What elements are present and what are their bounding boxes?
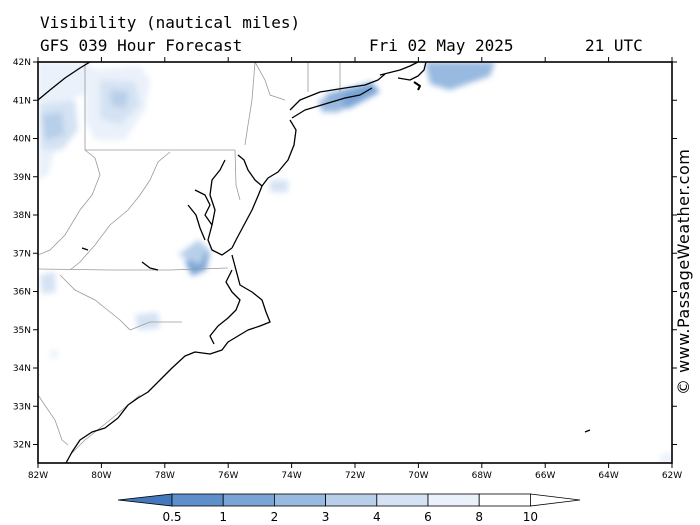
coastline: [38, 62, 591, 463]
legend-swatch: [273, 493, 326, 507]
lon-tick-label: 62W: [662, 471, 682, 481]
legend-end-low: [117, 493, 173, 507]
credit-watermark: © www.PassageWeather.com: [674, 148, 693, 395]
lon-tick-label: 78W: [155, 471, 175, 481]
visibility-legend: 0.5 1 2 3 4 6 8 10: [117, 493, 581, 524]
legend-label: 1: [219, 510, 227, 524]
lon-tick-label: 82W: [28, 471, 48, 481]
lon-tick-label: 64W: [598, 471, 618, 481]
lon-tick-label: 66W: [535, 471, 555, 481]
state-borders: [38, 62, 341, 456]
legend-label: 6: [424, 510, 432, 524]
lon-tick-label: 70W: [408, 471, 428, 481]
forecast-time: 21 UTC: [585, 36, 643, 55]
lat-tick-label: 39N: [13, 173, 31, 183]
lon-tick-label: 74W: [281, 471, 301, 481]
lat-tick-label: 40N: [13, 135, 31, 145]
legend-label: 8: [475, 510, 483, 524]
lon-tick-label: 76W: [218, 471, 238, 481]
latitude-ticks: 42N 41N 40N 39N 38N 37N 36N 35N 34N 33N 32N: [13, 58, 677, 451]
lat-tick-label: 32N: [13, 441, 31, 451]
legend-label: 3: [322, 510, 330, 524]
legend-label: 0.5: [162, 510, 181, 524]
lon-tick-label: 72W: [345, 471, 365, 481]
legend-label: 4: [373, 510, 381, 524]
lat-tick-label: 37N: [13, 249, 31, 259]
lon-tick-label: 80W: [91, 471, 111, 481]
lat-tick-label: 41N: [13, 96, 31, 106]
legend-swatch: [478, 493, 531, 507]
lat-tick-label: 42N: [13, 58, 31, 68]
legend-swatch: [376, 493, 429, 507]
forecast-date: Fri 02 May 2025: [369, 36, 514, 55]
lat-tick-label: 35N: [13, 326, 31, 336]
forecast-label: GFS 039 Hour Forecast: [40, 36, 243, 55]
longitude-ticks: 82W 80W 78W 76W 74W 72W 70W 68W 66W 64W 62W: [28, 57, 682, 481]
legend-swatch: [222, 493, 275, 507]
legend-label: 10: [523, 510, 538, 524]
lat-tick-label: 34N: [13, 364, 31, 374]
visibility-shading: [38, 62, 672, 463]
lat-tick-label: 36N: [13, 288, 31, 298]
legend-swatch: [325, 493, 378, 507]
lat-tick-label: 33N: [13, 402, 31, 412]
map-title: Visibility (nautical miles): [40, 13, 301, 32]
legend-label: 2: [271, 510, 279, 524]
lat-tick-label: 38N: [13, 211, 31, 221]
lon-tick-label: 68W: [472, 471, 492, 481]
legend-end-high: [530, 493, 581, 507]
legend-swatch: [427, 493, 480, 507]
legend-swatch: [171, 493, 224, 507]
